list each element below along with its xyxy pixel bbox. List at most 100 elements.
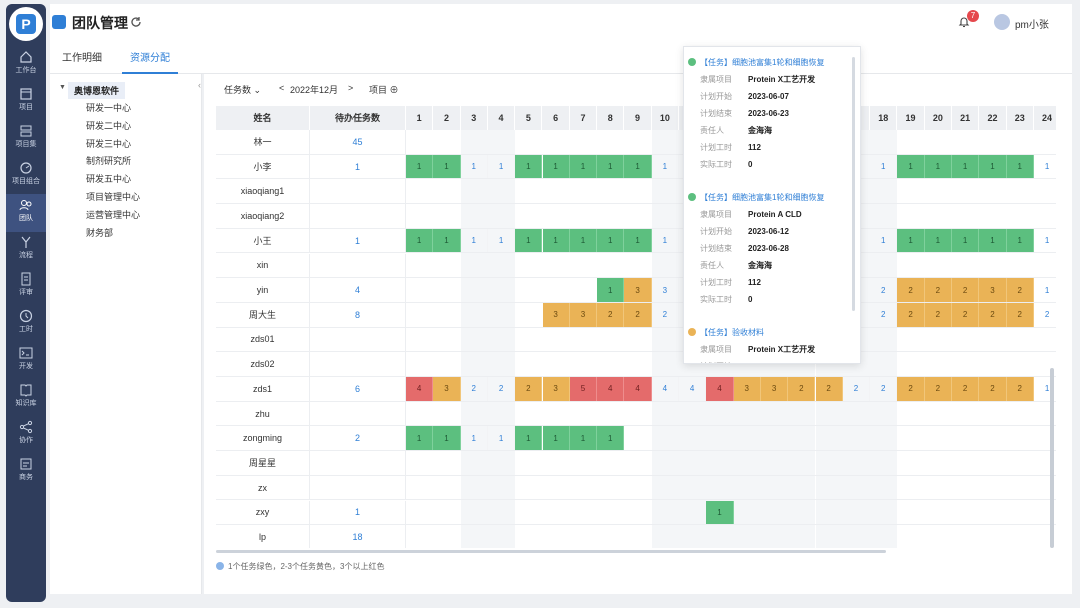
metric-select[interactable]: 任务数 ⌄ — [224, 83, 261, 96]
day-cell[interactable]: 1 — [870, 154, 898, 179]
nav-item-dev[interactable]: 开发 — [6, 342, 46, 380]
day-cell[interactable]: 1 — [897, 228, 925, 253]
nav-item-workbench[interactable]: 工作台 — [6, 46, 46, 84]
nav-item-process[interactable]: 流程 — [6, 231, 46, 269]
day-cell[interactable]: 1 — [488, 426, 516, 451]
day-cell[interactable]: 1 — [1034, 155, 1056, 179]
day-cell[interactable]: 1 — [897, 154, 925, 179]
username[interactable]: pm小张 — [1015, 20, 1049, 31]
day-cell[interactable]: 1 — [569, 426, 598, 451]
tree-root[interactable]: 奥博恩软件 — [68, 82, 126, 99]
day-cell[interactable]: 1 — [652, 154, 679, 179]
day-cell[interactable]: 1 — [406, 228, 434, 253]
table-row[interactable]: zxy 1 1 — [216, 500, 1056, 526]
table-row[interactable]: zds1 6 4 3 2 2 2 3 5 4 4 4 4 4 3 3 2 2 2 2 2 2 2 2 2 1 — [216, 377, 1056, 402]
day-cell[interactable]: 4 — [679, 377, 707, 401]
day-cell[interactable]: 2 — [870, 302, 898, 327]
popover-scrollbar[interactable] — [852, 57, 855, 311]
day-cell[interactable]: 2 — [952, 302, 980, 327]
tree-item[interactable]: 制剂研究所 — [86, 156, 132, 167]
nav-item-projects[interactable]: 项目 — [6, 83, 46, 121]
day-cell[interactable]: 2 — [1006, 278, 1034, 302]
collapse-panel-icon[interactable]: ‹ — [198, 80, 201, 90]
pending-count[interactable] — [310, 179, 406, 204]
table-row[interactable]: zx — [216, 475, 1056, 501]
prev-month-button[interactable]: < — [279, 83, 285, 93]
day-cell[interactable]: 3 — [542, 302, 570, 327]
day-cell[interactable]: 1 — [979, 154, 1007, 179]
day-cell[interactable]: 1 — [1034, 229, 1056, 253]
day-cell[interactable]: 3 — [733, 377, 761, 401]
day-cell[interactable]: 4 — [597, 377, 625, 401]
day-cell[interactable]: 2 — [979, 377, 1007, 401]
table-row[interactable]: 林一 45 — [216, 130, 1056, 155]
tree-item[interactable]: 研发三中心 — [86, 138, 132, 149]
day-cell[interactable]: 1 — [870, 228, 898, 253]
tab-resource-allocation[interactable]: 资源分配 — [130, 53, 170, 64]
day-cell[interactable]: 1 — [515, 228, 543, 253]
pending-count[interactable]: 1 — [310, 228, 406, 253]
avatar[interactable] — [994, 14, 1010, 30]
day-cell[interactable]: 1 — [433, 228, 461, 253]
task-title[interactable]: 【任务】验收材料 — [700, 328, 764, 337]
day-cell[interactable]: 2 — [870, 377, 898, 401]
day-cell[interactable]: 1 — [433, 154, 461, 179]
pending-count[interactable]: 45 — [310, 130, 406, 154]
day-cell[interactable]: 2 — [924, 377, 952, 401]
day-cell[interactable]: 1 — [515, 154, 543, 179]
table-row[interactable]: yin 4 1 3 3 2 2 2 2 3 2 1 — [216, 278, 1056, 303]
nav-item-collab[interactable]: 协作 — [6, 416, 46, 454]
day-cell[interactable]: 2 — [952, 377, 980, 401]
day-cell[interactable]: 4 — [406, 377, 434, 401]
day-cell[interactable]: 1 — [488, 228, 516, 253]
project-filter[interactable]: 项目 ⊕ — [369, 83, 399, 96]
day-cell[interactable]: 2 — [1006, 377, 1034, 401]
day-cell[interactable]: 3 — [652, 278, 679, 302]
day-cell[interactable]: 1 — [569, 154, 598, 179]
tree-item[interactable]: 财务部 — [86, 227, 114, 238]
task-title[interactable]: 【任务】细胞池富集1轮和细胞恢复 — [700, 193, 825, 202]
day-cell[interactable]: 1 — [624, 228, 652, 253]
day-cell[interactable]: 2 — [897, 278, 925, 302]
horizontal-scrollbar[interactable] — [216, 550, 886, 553]
day-cell[interactable]: 3 — [979, 278, 1007, 302]
day-cell[interactable]: 1 — [406, 154, 434, 179]
tree-item[interactable]: 项目管理中心 — [86, 192, 141, 202]
nav-item-business[interactable]: 商务 — [6, 453, 46, 491]
pending-count[interactable]: 6 — [310, 377, 406, 401]
day-cell[interactable]: 1 — [461, 154, 488, 179]
table-row[interactable]: xin — [216, 253, 1056, 279]
day-cell[interactable]: 1 — [433, 426, 461, 451]
day-cell[interactable]: 1 — [597, 426, 625, 451]
nav-item-project-set[interactable]: 项目集 — [6, 120, 46, 158]
day-cell[interactable]: 2 — [815, 377, 843, 401]
day-cell[interactable]: 1 — [1034, 377, 1056, 401]
day-cell[interactable]: 2 — [897, 377, 925, 401]
day-cell[interactable]: 2 — [952, 278, 980, 302]
refresh-icon[interactable] — [130, 16, 142, 28]
pending-count[interactable]: 8 — [310, 302, 406, 327]
table-row[interactable]: 小李 1 1 1 1 1 1 1 1 1 1 1 1 1 1 1 1 1 1 — [216, 154, 1056, 180]
nav-item-worktime[interactable]: 工时 — [6, 305, 46, 343]
tree-item[interactable]: 研发一中心 — [86, 103, 132, 113]
table-row[interactable]: 小王 1 1 1 1 1 1 1 1 1 1 1 1 1 1 1 1 1 1 — [216, 228, 1056, 254]
day-cell[interactable]: 3 — [569, 302, 598, 327]
day-cell[interactable]: 2 — [652, 302, 679, 327]
day-cell[interactable]: 1 — [652, 228, 679, 253]
day-cell[interactable]: 1 — [406, 426, 434, 451]
day-cell[interactable]: 1 — [488, 154, 516, 179]
pending-count[interactable] — [310, 253, 406, 278]
pending-count[interactable]: 4 — [310, 278, 406, 302]
table-row[interactable]: lp 18 — [216, 525, 1056, 548]
day-cell[interactable]: 1 — [624, 154, 652, 179]
nav-item-review[interactable]: 评审 — [6, 268, 46, 306]
nav-item-portfolio[interactable]: 项目组合 — [6, 157, 46, 195]
day-cell[interactable]: 1 — [542, 228, 570, 253]
pending-count[interactable]: 1 — [310, 500, 406, 525]
day-cell[interactable]: 1 — [461, 228, 488, 253]
day-cell[interactable]: 2 — [924, 278, 952, 302]
tab-work-detail[interactable]: 工作明细 — [62, 53, 102, 64]
tree-item[interactable]: 运营管理中心 — [86, 209, 141, 220]
next-month-button[interactable]: > — [348, 83, 354, 93]
day-cell[interactable]: 1 — [597, 154, 625, 179]
